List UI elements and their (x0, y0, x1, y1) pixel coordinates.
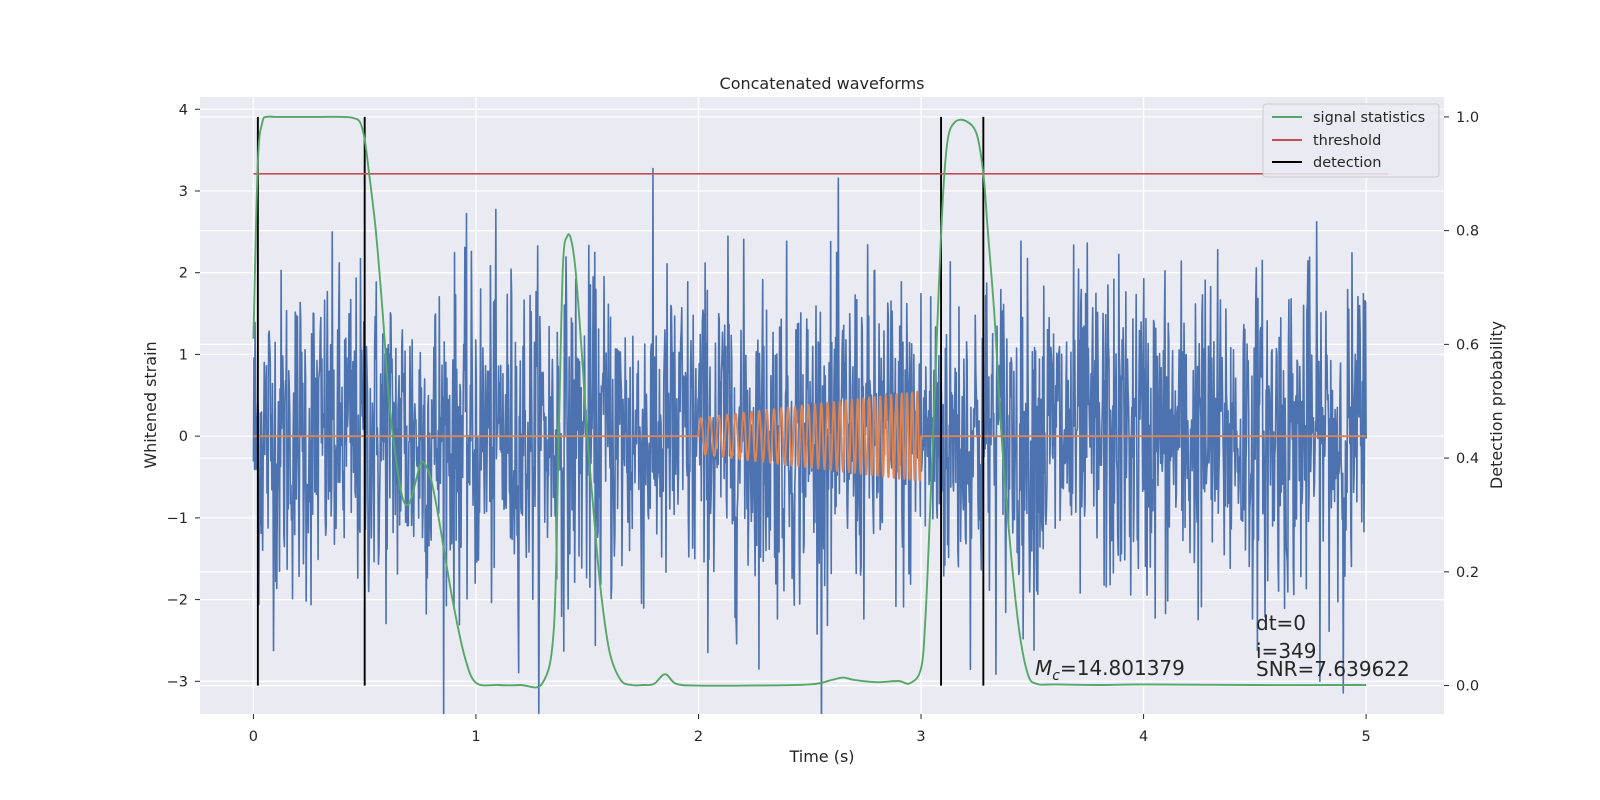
detection-lines (256, 116, 985, 686)
y-right-tick-label-4: 0.8 (1456, 224, 1479, 240)
chirp-mass-annotation: Mc=14.801379 (1035, 656, 1185, 684)
legend-frame (1262, 103, 1440, 178)
y-right-axis-label: Detection probability (1487, 321, 1506, 489)
y-right-tick-label-5: 1.0 (1456, 110, 1479, 126)
y-left-tick-label-6: 3 (179, 184, 188, 200)
y-left-tick-label-2: −1 (167, 511, 188, 527)
y-right-tick-label-1: 0.2 (1456, 565, 1479, 581)
x-tick-label-4: 4 (1139, 729, 1148, 745)
chirp-mass-value: =14.801379 (1060, 656, 1185, 680)
x-tick-label-2: 2 (694, 729, 703, 745)
left-axis-ticks: −3 −2 −1 0 1 2 3 4 (167, 102, 200, 690)
chirp-mass-symbol: M (1035, 656, 1052, 680)
y-right-tick-label-3: 0.6 (1456, 337, 1479, 353)
right-axis-ticks: 0.0 0.2 0.4 0.6 0.8 1.0 (1444, 110, 1479, 695)
x-axis-ticks: 0 1 2 3 4 5 (249, 714, 1371, 745)
y-left-tick-label-3: 0 (179, 429, 188, 445)
dt-annotation: dt=0 (1256, 611, 1306, 635)
legend-label-detection: detection (1313, 155, 1381, 171)
x-tick-label-3: 3 (916, 729, 925, 745)
legend-label-signal-statistics: signal statistics (1313, 110, 1425, 126)
y-left-tick-label-1: −2 (167, 593, 188, 609)
y-left-tick-label-0: −3 (167, 674, 188, 690)
y-left-tick-label-4: 1 (179, 347, 188, 363)
index-annotation: i=349 (1256, 639, 1317, 663)
x-tick-label-5: 5 (1361, 729, 1370, 745)
y-right-tick-label-2: 0.4 (1456, 451, 1479, 467)
y-left-tick-label-7: 4 (179, 102, 188, 118)
legend-label-threshold: threshold (1313, 133, 1381, 149)
x-axis-label: Time (s) (788, 747, 854, 766)
snr-annotation: SNR=7.639622 (1256, 657, 1410, 681)
chirp-mass-subscript: c (1052, 668, 1060, 684)
x-tick-label-1: 1 (471, 729, 480, 745)
x-tick-label-0: 0 (249, 729, 258, 745)
legend: signal statistics threshold detection (1262, 103, 1440, 178)
y-left-tick-label-5: 2 (179, 266, 188, 282)
y-right-tick-label-0: 0.0 (1456, 679, 1479, 695)
y-axis-label: Whitened strain (141, 341, 160, 468)
template-series-line (253, 390, 1367, 482)
signal-statistics-series-line (252, 115, 1367, 689)
chart-title: Concatenated waveforms (720, 74, 925, 93)
